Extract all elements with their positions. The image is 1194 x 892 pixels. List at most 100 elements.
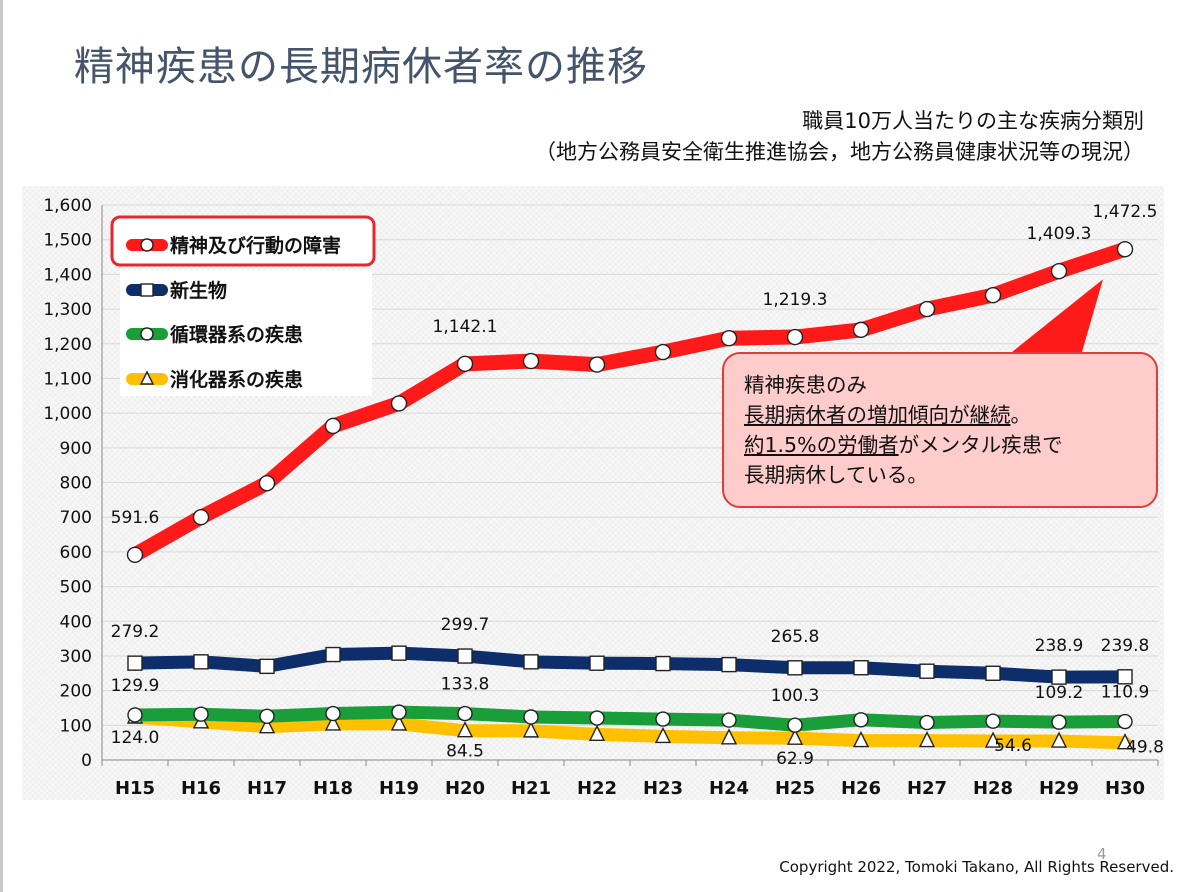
- data-point: [523, 654, 539, 670]
- slide-left-border: [0, 0, 3, 892]
- data-label: 279.2: [111, 622, 160, 642]
- data-point: [523, 709, 539, 725]
- data-point: [984, 286, 1002, 304]
- data-label: 299.7: [441, 615, 490, 635]
- data-point: [787, 660, 803, 676]
- data-label: 129.9: [111, 676, 160, 696]
- data-point: [787, 717, 803, 733]
- data-point: [589, 655, 605, 671]
- legend-marker: [140, 283, 154, 297]
- y-tick-label: 600: [60, 543, 92, 563]
- y-tick-label: 0: [81, 751, 92, 771]
- legend-label: 精神及び行動の障害: [170, 234, 341, 257]
- data-point: [522, 352, 540, 370]
- series-line: [127, 241, 1133, 563]
- data-point: [720, 329, 738, 347]
- callout-line-3: 約1.5%の労働者がメンタル疾患で: [744, 430, 1156, 460]
- y-tick-label: 200: [60, 682, 92, 702]
- data-point: [919, 663, 935, 679]
- data-label: 238.9: [1035, 636, 1084, 656]
- series-line: [128, 705, 1132, 732]
- y-tick-label: 1,500: [43, 231, 92, 251]
- y-tick-label: 1,400: [43, 265, 92, 285]
- callout-line-4: 長期病休している。: [744, 463, 928, 487]
- x-tick-label: H27: [907, 778, 947, 799]
- data-point: [721, 712, 737, 728]
- data-point: [786, 728, 804, 745]
- x-tick-label: H16: [181, 778, 221, 799]
- data-label: 1,142.1: [433, 317, 498, 337]
- data-point: [985, 665, 1001, 681]
- x-tick-label: H24: [709, 778, 749, 799]
- data-point: [456, 355, 474, 373]
- series-line: [128, 710, 1132, 750]
- y-tick-label: 300: [60, 647, 92, 667]
- data-label: 591.6: [111, 508, 160, 528]
- data-point: [127, 707, 143, 723]
- data-point: [720, 728, 738, 745]
- data-point: [852, 731, 870, 748]
- data-point: [193, 706, 209, 722]
- data-label: 62.9: [776, 749, 814, 769]
- x-tick-label: H28: [973, 778, 1013, 799]
- callout-line-2: 長期病休者の増加傾向が継続。: [744, 400, 1156, 430]
- x-tick-label: H30: [1105, 778, 1145, 799]
- data-point: [193, 654, 209, 670]
- x-tick-label: H18: [313, 778, 353, 799]
- data-label: 133.8: [441, 675, 490, 695]
- data-label: 84.5: [446, 742, 484, 762]
- data-point: [1117, 669, 1133, 685]
- data-point: [654, 726, 672, 744]
- legend-highlight-box: [110, 215, 376, 267]
- x-tick-label: H22: [577, 778, 617, 799]
- data-point: [457, 648, 473, 664]
- chart-subtitle: 職員10万人当たりの主な疾病分類別 （地方公務員安全衛生推進協会，地方公務員健康…: [535, 106, 1144, 168]
- data-point: [390, 714, 408, 731]
- data-point: [325, 705, 341, 722]
- data-point: [1051, 669, 1067, 685]
- data-point: [1117, 713, 1133, 730]
- data-label: 1,409.3: [1027, 224, 1092, 244]
- data-point: [919, 714, 935, 731]
- annotation-callout: 精神疾患のみ 長期病休者の増加傾向が継続。 約1.5%の労働者がメンタル疾患で …: [722, 352, 1158, 508]
- data-point: [984, 731, 1002, 748]
- data-point: [391, 704, 407, 720]
- copyright-notice: Copyright 2022, Tomoki Takano, All Right…: [779, 858, 1174, 876]
- data-point: [192, 508, 210, 526]
- data-point: [853, 660, 869, 676]
- data-point: [1116, 241, 1134, 258]
- data-label: 110.9: [1101, 683, 1150, 703]
- line-chart: 0 100 200 300 400 500 600 700 800 900 1,000 1,100 1,…: [43, 196, 1164, 799]
- data-label: 49.8: [1126, 738, 1164, 758]
- subtitle-line-1: 職員10万人当たりの主な疾病分類別: [802, 109, 1144, 133]
- y-tick-label: 400: [60, 612, 92, 632]
- data-point: [588, 356, 606, 373]
- callout-pointer: [1012, 279, 1103, 352]
- data-point: [259, 658, 275, 675]
- data-point: [1050, 731, 1068, 748]
- data-point: [259, 708, 275, 724]
- data-point: [655, 655, 671, 672]
- x-tick-label: H19: [379, 778, 419, 799]
- y-tick-label: 1,200: [43, 335, 92, 355]
- y-tick-label: 500: [60, 578, 92, 598]
- data-label: 124.0: [111, 728, 160, 748]
- legend-marker: [139, 370, 155, 385]
- data-point: [786, 328, 804, 346]
- data-point: [127, 655, 143, 671]
- x-tick-label: H26: [841, 778, 881, 799]
- data-label: 100.3: [771, 686, 820, 706]
- data-point: [325, 646, 341, 663]
- data-point: [985, 713, 1001, 729]
- x-tick-label: H29: [1039, 778, 1079, 799]
- data-label: 1,219.3: [763, 290, 828, 310]
- data-point: [853, 712, 869, 728]
- data-label: 1,472.5: [1093, 202, 1158, 222]
- slide-title: 精神疾患の長期病休者率の推移: [74, 44, 648, 90]
- data-point: [126, 546, 144, 563]
- data-point: [589, 710, 605, 726]
- data-point: [654, 343, 672, 361]
- data-point: [1050, 262, 1068, 280]
- x-tick-label: H20: [445, 778, 485, 799]
- subtitle-line-2: （地方公務員安全衛生推進協会，地方公務員健康状況等の現況）: [535, 140, 1144, 164]
